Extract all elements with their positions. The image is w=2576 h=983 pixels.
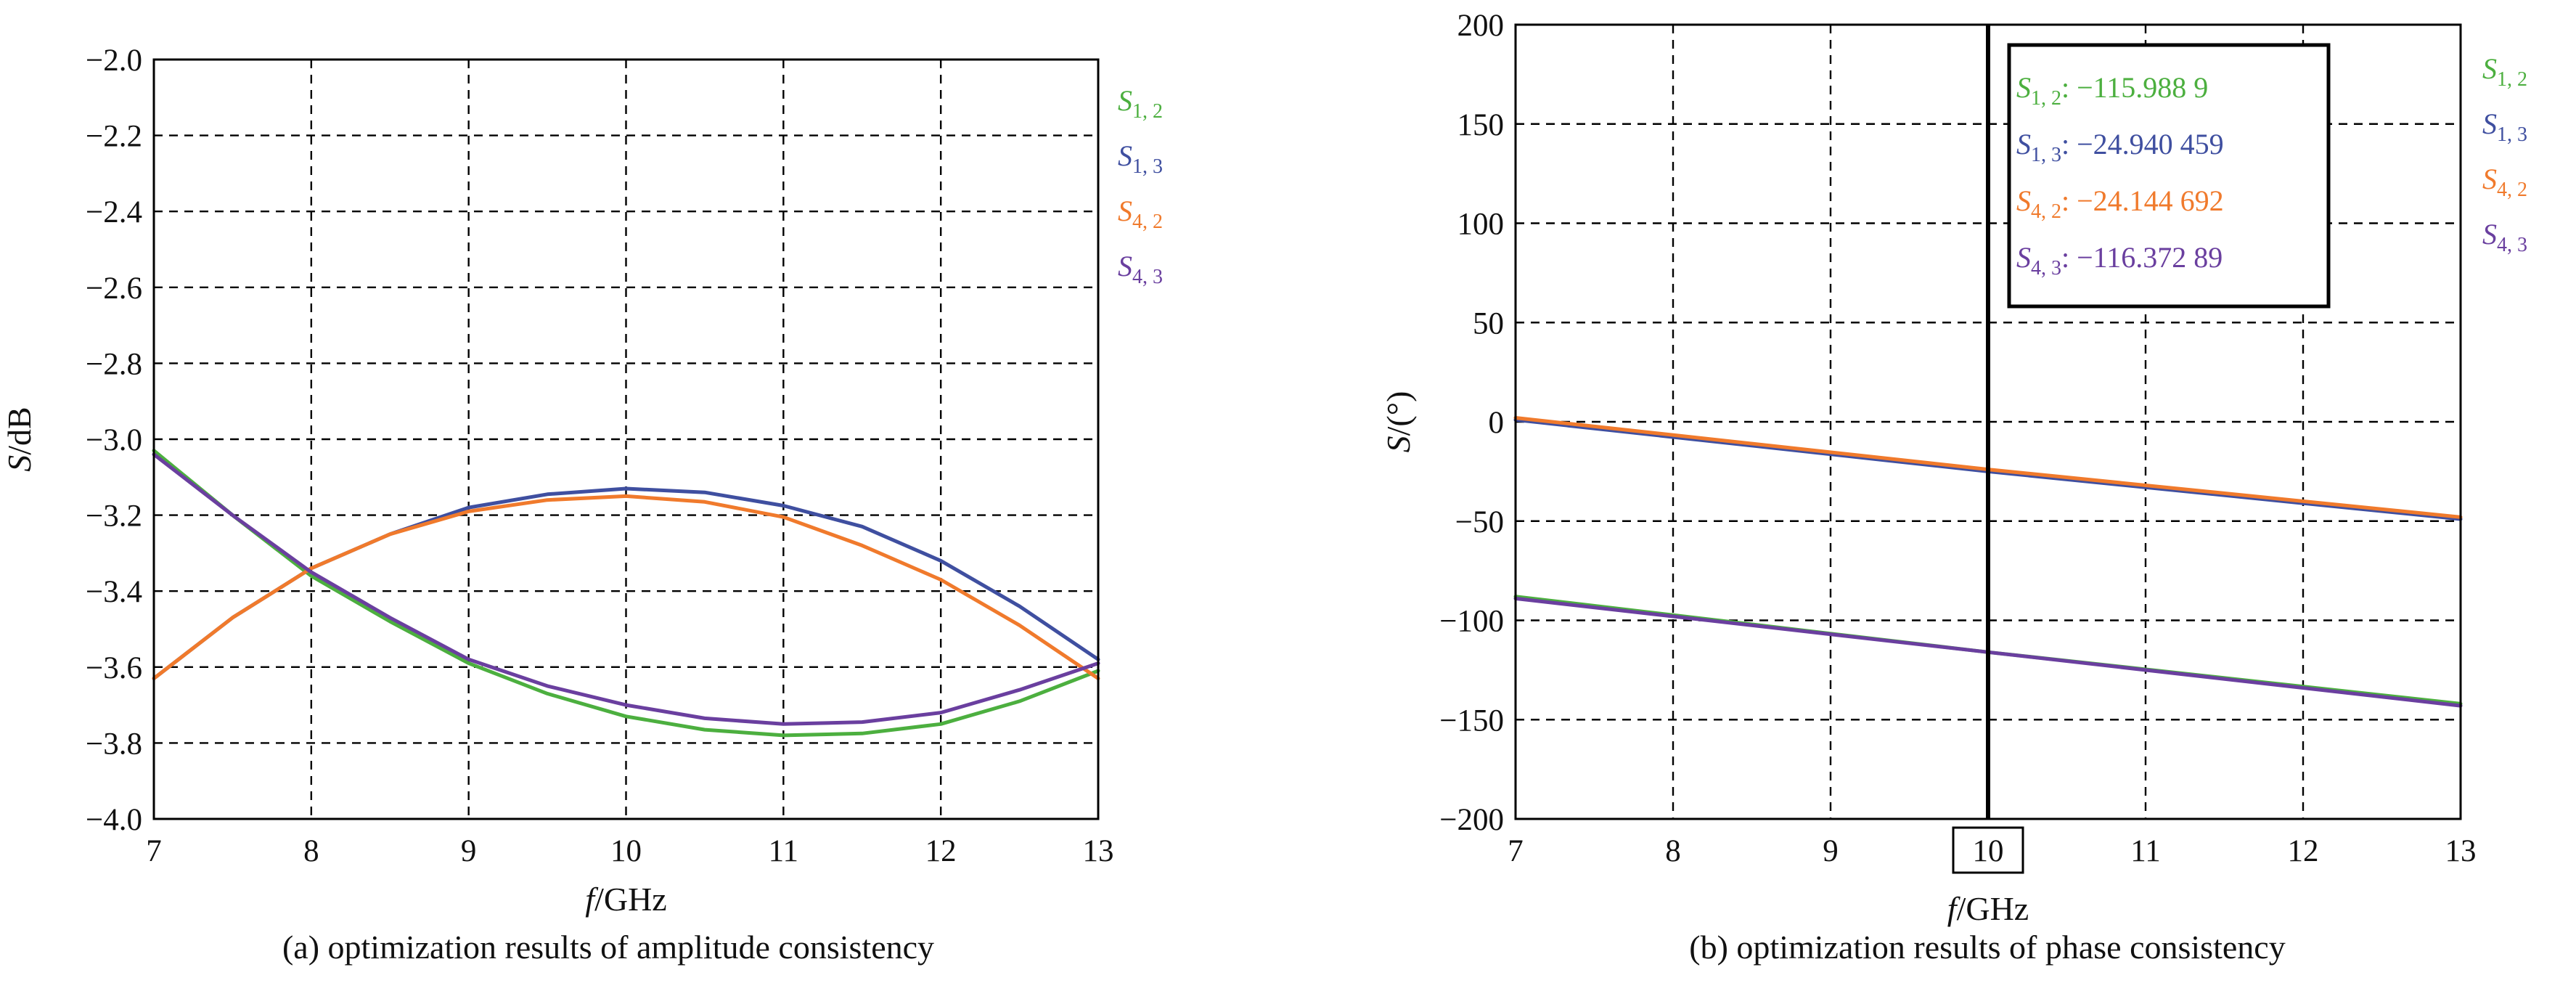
x-tick-label: 9	[1823, 834, 1839, 868]
legend-item-s42: S4, 2	[1118, 195, 1163, 233]
y-tick-label: −2.8	[86, 347, 142, 381]
x-axis-label: f/GHz	[1947, 890, 2029, 927]
y-tick-label: 0	[1489, 406, 1505, 440]
x-tick-label: 13	[2445, 834, 2477, 868]
readout-row-s13: S1, 3: −24.940 459	[2016, 128, 2224, 166]
plot-frame	[1514, 23, 2462, 820]
x-tick-label: 8	[303, 834, 319, 868]
readout-name-base: S	[2016, 71, 2031, 104]
legend-item-s43: S4, 3	[1118, 250, 1163, 288]
legend-item-s42: S4, 2	[2482, 163, 2527, 201]
x-tick-label: 10	[610, 834, 642, 868]
y-axis-label: S/(°)	[1380, 391, 1417, 453]
readout-value: : −115.988 9	[2061, 71, 2208, 104]
readout-box	[2007, 43, 2331, 309]
x-tick-label: 8	[1665, 834, 1681, 868]
readout-name-sub: 4, 2	[2031, 200, 2061, 223]
x-tick-label: 9	[461, 834, 477, 868]
legend-item-s13: S1, 3	[1118, 139, 1163, 178]
x-tick-label: 7	[1508, 834, 1524, 868]
legend-item-s12-base: S	[1118, 84, 1132, 117]
legend-item-s43-base: S	[1118, 250, 1132, 282]
readout-name-base: S	[2016, 241, 2031, 274]
readout-name-sub: 4, 3	[2031, 257, 2061, 280]
readout-row-s12: S1, 2: −115.988 9	[2016, 71, 2208, 110]
legend-item-s13: S1, 3	[2482, 107, 2527, 146]
legend-item-s12-sub: 1, 2	[1132, 100, 1163, 123]
readout-value: : −24.144 692	[2061, 184, 2224, 217]
legend-item-s12: S1, 2	[2482, 52, 2527, 91]
x-axis-label: f/GHz	[585, 881, 666, 918]
y-tick-label: −3.0	[86, 423, 142, 457]
x-tick-label: 11	[769, 834, 798, 868]
y-tick-label: −3.8	[86, 727, 142, 761]
y-axis-unit: /(°)	[1380, 391, 1417, 436]
chart-caption: (b) optimization results of phase consis…	[1689, 929, 2285, 966]
y-tick-label: −150	[1439, 703, 1504, 738]
x-axis-unit: /GHz	[594, 881, 667, 918]
x-tick-label: 12	[2288, 834, 2319, 868]
legend-item-s12: S1, 2	[1118, 84, 1163, 123]
legend-item-s13-base: S	[1118, 139, 1132, 172]
amplitude-chart: 7 8 9 10 11 12 13 −2.0 −2.2 −2.4 −2.6 −2.8 −3.0 −3.2 −…	[1, 44, 1163, 966]
legend-item-s13-sub: 1, 3	[2497, 123, 2527, 146]
legend-item-s42-sub: 4, 2	[2497, 179, 2527, 201]
series-line-s42	[152, 494, 1100, 680]
readout-row-s42: S4, 2: −24.144 692	[2016, 184, 2224, 223]
y-tick-label: −2.0	[86, 44, 142, 78]
readout-name-sub: 1, 3	[2031, 144, 2061, 166]
legend-item-s12-sub: 1, 2	[2497, 68, 2527, 91]
y-tick-label: −100	[1439, 605, 1504, 639]
legend-item-s42-base: S	[1118, 195, 1132, 227]
y-tick-label: −2.6	[86, 272, 142, 306]
x-axis-unit: /GHz	[1957, 890, 2029, 927]
y-tick-label: 200	[1457, 9, 1505, 43]
legend-item-s42-sub: 4, 2	[1132, 211, 1163, 233]
y-axis-var: S	[1380, 436, 1417, 452]
readout-name-sub: 1, 2	[2031, 87, 2061, 110]
y-tick-label: −3.4	[86, 575, 142, 609]
x-tick-label: 7	[146, 834, 162, 868]
x-tick-label: 10	[1973, 834, 2004, 868]
readout-row-s43: S4, 3: −116.372 89	[2016, 241, 2223, 280]
series-line-s12	[152, 449, 1100, 738]
y-tick-label: −2.4	[86, 195, 142, 229]
plot-frame	[152, 58, 1100, 820]
legend-item-s43-sub: 4, 3	[2497, 234, 2527, 256]
y-tick-label: 50	[1473, 306, 1504, 340]
readout-name-base: S	[2016, 128, 2031, 160]
x-tick-label: 13	[1083, 834, 1114, 868]
y-tick-label: −4.0	[86, 803, 142, 837]
legend-item-s13-base: S	[2482, 107, 2497, 140]
y-tick-label: −3.2	[86, 499, 142, 534]
series-line-s43	[152, 452, 1100, 726]
readout-name-base: S	[2016, 184, 2031, 217]
y-tick-label: −2.2	[86, 120, 142, 154]
y-axis-unit: /dB	[1, 407, 38, 454]
legend-item-s43: S4, 3	[2482, 218, 2527, 256]
x-tick-label: 11	[2130, 834, 2160, 868]
y-tick-label: −200	[1439, 803, 1504, 837]
readout-value: : −24.940 459	[2061, 128, 2224, 160]
y-tick-label: −3.6	[86, 651, 142, 685]
legend-item-s42-base: S	[2482, 163, 2497, 195]
readout-value: : −116.372 89	[2061, 241, 2223, 274]
legend-item-s13-sub: 1, 3	[1132, 155, 1163, 178]
phase-chart: 7 8 9 10 11 12 13 200 150 100 50 0 −50 −100 −150 −200 f/…	[1380, 9, 2527, 966]
y-axis-label: S/dB	[1, 407, 38, 471]
x-tick-label: 12	[925, 834, 957, 868]
legend-item-s12-base: S	[2482, 52, 2497, 85]
legend-item-s43-sub: 4, 3	[1132, 266, 1163, 288]
y-tick-label: 100	[1457, 208, 1505, 242]
y-axis-var: S	[1, 455, 38, 472]
marker-label-box	[1952, 826, 2024, 874]
y-tick-label: −50	[1455, 505, 1504, 539]
chart-caption: (a) optimization results of amplitude co…	[282, 929, 934, 966]
y-tick-label: 150	[1457, 108, 1505, 142]
legend-item-s43-base: S	[2482, 218, 2497, 250]
